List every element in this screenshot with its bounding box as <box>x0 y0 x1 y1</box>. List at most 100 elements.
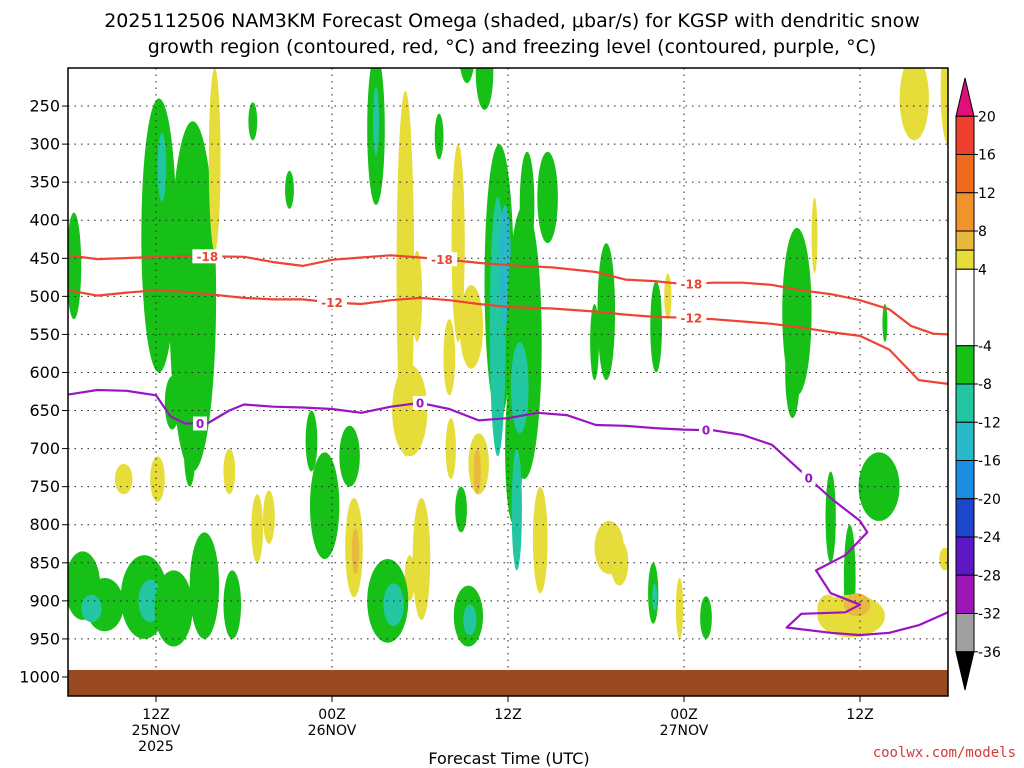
isotherm-label-bg-1-1 <box>676 311 707 326</box>
omega-shading-cell-19 <box>263 490 275 544</box>
omega-shading <box>68 68 948 647</box>
isotherm-label-bg-0-2 <box>676 276 707 291</box>
colorbar-bin-14 <box>955 613 975 653</box>
x-tick-label-18-1: 26NOV <box>308 723 357 739</box>
isotherm-label-bg-0-1 <box>427 252 457 267</box>
grid-lines <box>68 68 948 696</box>
omega-shading-cell-37 <box>443 319 456 396</box>
colorbar-label-0: 20 <box>978 109 996 125</box>
y-tick-label-950: 950 <box>29 629 60 648</box>
omega-shading-cell-80 <box>939 547 948 571</box>
omega-shading-cell-45 <box>473 448 481 495</box>
omega-shading-cell-65 <box>664 273 672 320</box>
omega-shading-cell-79 <box>940 68 948 145</box>
omega-shading-cell-70 <box>825 471 836 563</box>
omega-shading-cell-30 <box>392 364 428 457</box>
isotherm-label-bg-2-2 <box>699 423 713 438</box>
x-tick-label-42-0: 00Z <box>670 707 697 723</box>
omega-shading-cell-47 <box>475 68 494 110</box>
omega-shading-cell-2 <box>81 594 102 623</box>
y-tick-label-750: 750 <box>29 477 60 496</box>
pressure-axis: 250 300 350 400 450 500 550 600 650 700 750 800 850 9… <box>19 97 68 686</box>
colorbar-label-8: -16 <box>978 454 1001 470</box>
isotherm-label-0-0: -18 <box>196 250 218 264</box>
isotherm-label-2-1: 0 <box>416 396 424 410</box>
isotherm-label-1-0: -12 <box>321 296 343 310</box>
isotherm-label-bg-2-1 <box>413 395 427 410</box>
colorbar-label-4: 4 <box>978 262 987 278</box>
omega-shading-cell-40 <box>451 144 465 343</box>
x-tick-label-54-0: 12Z <box>846 707 873 723</box>
colorbar-label-5: -4 <box>978 339 992 355</box>
omega-shading-cell-15 <box>114 463 133 495</box>
colorbar-label-1: 16 <box>978 148 996 164</box>
x-tick-label-6-2: 2025 <box>138 739 174 755</box>
isotherm-line-1 <box>68 289 948 385</box>
omega-shading-cell-64 <box>650 281 663 373</box>
plot-area: -18 -18 -18 -12 -12 0 0 0 0 <box>68 68 948 696</box>
omega-shading-cell-17 <box>223 448 236 495</box>
omega-shading-cell-67 <box>700 596 712 639</box>
omega-shading-cell-41 <box>459 284 484 369</box>
omega-shading-cell-20 <box>248 102 258 141</box>
omega-shading-cell-66 <box>675 578 684 639</box>
isotherm-label-2-2: 0 <box>702 424 710 438</box>
isotherm-line-0 <box>68 254 948 336</box>
omega-shading-cell-54 <box>511 448 522 571</box>
chart-title-line2: growth region (contoured, red, °C) and f… <box>148 36 877 58</box>
y-tick-label-500: 500 <box>29 287 60 306</box>
credit-text: coolwx.com/models <box>873 745 1016 761</box>
isotherm-label-2-0: 0 <box>196 417 204 431</box>
colorbar-label-11: -28 <box>978 568 1001 584</box>
colorbar-bin-3 <box>955 192 975 232</box>
x-tick-label-6-1: 25NOV <box>132 723 181 739</box>
isotherm-label-bg-2-3 <box>801 471 816 486</box>
omega-shading-cell-12 <box>189 532 220 639</box>
colorbar-bin-13 <box>955 574 975 614</box>
omega-shading-cell-78 <box>899 68 929 141</box>
omega-shading-cell-13 <box>223 570 242 639</box>
colorbar-bin-2 <box>955 154 975 194</box>
x-tick-label-18-0: 00Z <box>318 707 345 723</box>
isotherm-contours: -18 -18 -18 -12 -12 0 0 0 0 <box>68 249 948 637</box>
colorbar-bin-6 <box>955 268 975 347</box>
omega-colorbar: 20 16 12 8 4 -4 -8 -12 -16 -20 -24 -28 -32 -36 <box>955 77 1001 691</box>
omega-shading-cell-11 <box>154 570 193 647</box>
omega-shading-cell-21 <box>285 170 294 209</box>
omega-shading-cell-59 <box>590 303 599 381</box>
colorbar-bin-4 <box>955 230 975 251</box>
omega-shading-cell-36 <box>434 113 444 160</box>
omega-shading-cell-23 <box>339 425 360 487</box>
omega-shading-cell-5 <box>157 132 167 202</box>
omega-shading-cell-18 <box>251 494 264 563</box>
y-tick-label-650: 650 <box>29 401 60 420</box>
colorbar-label-6: -8 <box>978 377 992 393</box>
isotherm-line-2 <box>68 388 948 637</box>
y-tick-label-450: 450 <box>29 249 60 268</box>
omega-shading-cell-14 <box>208 68 221 251</box>
omega-shading-cell-72 <box>858 452 900 521</box>
y-tick-label-550: 550 <box>29 325 60 344</box>
omega-shading-cell-77 <box>882 303 888 343</box>
omega-shading-cell-55 <box>510 342 529 434</box>
omega-shading-cell-22 <box>310 452 340 559</box>
colorbar-label-10: -24 <box>978 530 1001 546</box>
colorbar-label-2: 12 <box>978 186 996 202</box>
isotherm-label-2-3: 0 <box>804 472 812 486</box>
omega-shading-cell-28 <box>373 87 379 156</box>
omega-shading-cell-34 <box>383 583 404 626</box>
omega-shading-cell-46 <box>460 68 474 84</box>
isotherm-label-bg-2-0 <box>193 416 207 431</box>
ground-surface <box>68 670 948 696</box>
omega-shading-cell-16 <box>150 456 165 502</box>
omega-shading-cell-4 <box>141 98 177 373</box>
x-tick-label-30-0: 12Z <box>494 707 521 723</box>
isotherm-label-0-2: -18 <box>680 277 702 291</box>
colorbar-bin-7 <box>955 345 975 385</box>
chart-title-line1: 2025112506 NAM3KM Forecast Omega (shaded… <box>104 10 920 32</box>
y-tick-label-700: 700 <box>29 439 60 458</box>
colorbar-label-12: -32 <box>978 607 1001 623</box>
omega-shading-cell-57 <box>532 486 548 594</box>
omega-shading-cell-31 <box>412 498 431 620</box>
